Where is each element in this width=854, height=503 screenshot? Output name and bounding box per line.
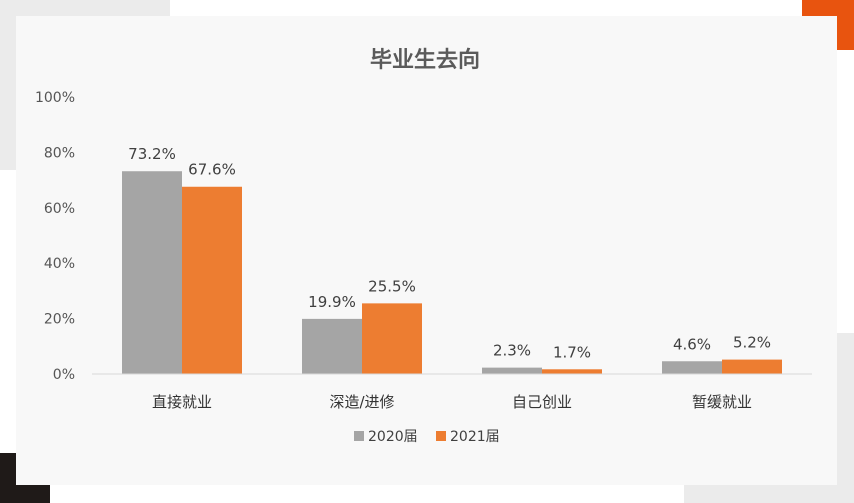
x-tick-label: 暂缓就业 bbox=[692, 393, 752, 411]
data-label: 5.2% bbox=[733, 334, 771, 352]
bar bbox=[362, 303, 422, 374]
bars: 73.2% 67.6% 19.9% 25.5% 2.3% 1.7% 4.6% 5.2% bbox=[122, 145, 782, 374]
y-axis: 0% 20% 40% 60% 80% 100% bbox=[35, 90, 75, 383]
bar bbox=[542, 369, 602, 374]
data-label: 2.3% bbox=[493, 342, 531, 360]
data-label: 25.5% bbox=[368, 277, 416, 295]
y-tick-label: 40% bbox=[44, 256, 75, 272]
bar bbox=[302, 318, 362, 374]
data-label: 4.6% bbox=[673, 335, 711, 353]
x-axis: 直接就业 深造/进修 自己创业 暂缓就业 bbox=[92, 373, 812, 411]
data-label: 19.9% bbox=[308, 293, 356, 311]
legend-entry: 2020届 bbox=[368, 429, 418, 445]
chart-title: 毕业生去向 bbox=[370, 47, 480, 73]
x-tick-label: 自己创业 bbox=[512, 393, 572, 411]
y-tick-label: 100% bbox=[35, 90, 75, 106]
y-tick-label: 20% bbox=[44, 312, 75, 328]
bar bbox=[722, 359, 782, 374]
legend-entry: 2021届 bbox=[450, 429, 500, 445]
bar bbox=[662, 361, 722, 374]
x-tick-label: 深造/进修 bbox=[329, 393, 394, 411]
bar bbox=[122, 171, 182, 374]
legend: 2020届 2021届 bbox=[354, 429, 500, 445]
y-tick-label: 0% bbox=[53, 367, 75, 383]
y-tick-label: 60% bbox=[44, 201, 75, 217]
legend-swatch bbox=[354, 431, 364, 441]
data-label: 1.7% bbox=[553, 343, 591, 361]
bar bbox=[182, 186, 242, 374]
x-tick-label: 直接就业 bbox=[152, 393, 212, 411]
data-label: 67.6% bbox=[188, 161, 236, 179]
data-label: 73.2% bbox=[128, 145, 176, 163]
bar bbox=[482, 367, 542, 374]
legend-swatch bbox=[436, 431, 446, 441]
y-tick-label: 80% bbox=[44, 145, 75, 161]
